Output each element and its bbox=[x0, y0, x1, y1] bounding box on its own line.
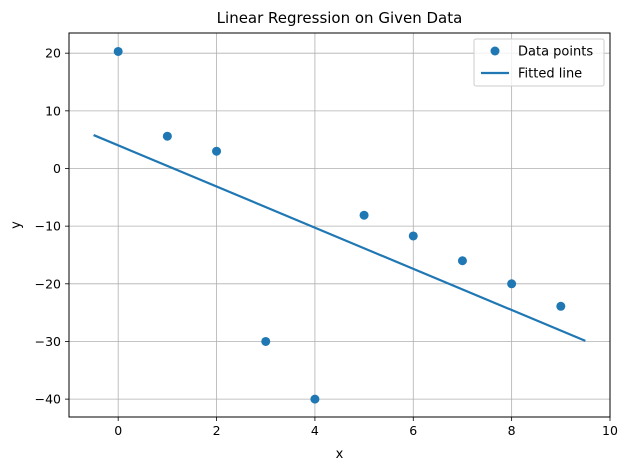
x-tick-label: 0 bbox=[114, 423, 122, 438]
data-point bbox=[556, 301, 566, 311]
data-point bbox=[310, 394, 320, 404]
x-tick-label: 10 bbox=[602, 423, 618, 438]
y-tick-label: −20 bbox=[35, 276, 61, 291]
x-tick-label: 8 bbox=[508, 423, 516, 438]
data-points-layer bbox=[113, 46, 566, 404]
y-tick-label: 20 bbox=[45, 46, 61, 61]
x-axis-label: x bbox=[336, 447, 344, 462]
grid-lines bbox=[69, 33, 611, 417]
y-tick-label: −30 bbox=[35, 334, 61, 349]
y-tick-label: −40 bbox=[35, 392, 61, 407]
plot-area-frame bbox=[68, 32, 611, 418]
legend-label-data-points: Data points bbox=[518, 45, 593, 60]
x-tick-label: 4 bbox=[311, 423, 319, 438]
legend-label-fitted-line: Fitted line bbox=[518, 67, 582, 82]
x-tick-label: 2 bbox=[213, 423, 221, 438]
x-axis-ticks: 0 2 4 6 8 10 bbox=[114, 417, 618, 438]
data-point bbox=[507, 279, 517, 289]
y-tick-label: 0 bbox=[53, 161, 61, 176]
legend-box bbox=[473, 38, 605, 87]
data-point bbox=[212, 146, 222, 156]
data-point bbox=[162, 131, 172, 141]
fitted-line bbox=[93, 134, 586, 342]
y-axis-ticks: 20 10 0 −10 −20 −30 −40 bbox=[35, 46, 69, 407]
legend: Data points Fitted line bbox=[473, 38, 605, 87]
y-axis-label: y bbox=[9, 221, 24, 229]
data-point bbox=[457, 256, 467, 266]
chart-title: Linear Regression on Given Data bbox=[217, 9, 463, 27]
legend-marker-data-points bbox=[490, 46, 500, 56]
data-point bbox=[113, 46, 123, 56]
x-tick-label: 6 bbox=[409, 423, 417, 438]
fitted-line-layer bbox=[93, 134, 586, 342]
data-point bbox=[359, 210, 369, 220]
data-point bbox=[261, 336, 271, 346]
y-tick-label: −10 bbox=[35, 219, 61, 234]
y-tick-label: 10 bbox=[45, 103, 61, 118]
data-point bbox=[408, 231, 418, 241]
